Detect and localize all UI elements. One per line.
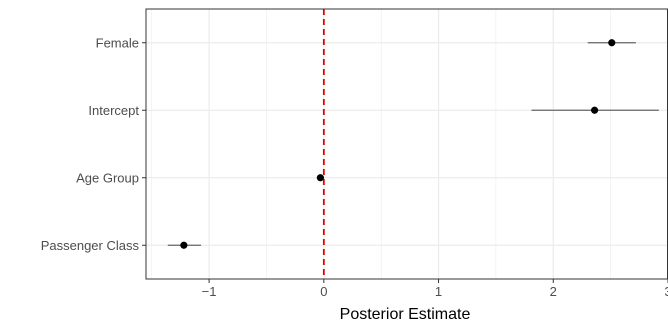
x-tick-label: −1 <box>202 284 217 299</box>
x-axis-title: Posterior Estimate <box>340 306 471 323</box>
point-age-group <box>317 174 324 181</box>
x-tick-label: 0 <box>320 284 327 299</box>
y-tick-label: Female <box>96 35 139 50</box>
y-tick-label: Passenger Class <box>41 238 140 253</box>
points <box>180 39 615 249</box>
x-axis-ticks: −1 0 1 2 3 <box>202 279 668 299</box>
grid <box>146 9 668 279</box>
x-tick-label: 1 <box>435 284 442 299</box>
point-intercept <box>591 107 598 114</box>
point-female <box>608 39 615 46</box>
intervals <box>168 43 659 246</box>
y-tick-label: Age Group <box>76 170 139 185</box>
panel-border <box>146 9 668 279</box>
x-tick-label: 3 <box>664 284 668 299</box>
y-tick-label: Intercept <box>88 103 139 118</box>
y-axis-ticks: Female Intercept Age Group Passenger Class <box>41 35 146 253</box>
point-passenger-class <box>180 242 187 249</box>
x-tick-label: 2 <box>550 284 557 299</box>
